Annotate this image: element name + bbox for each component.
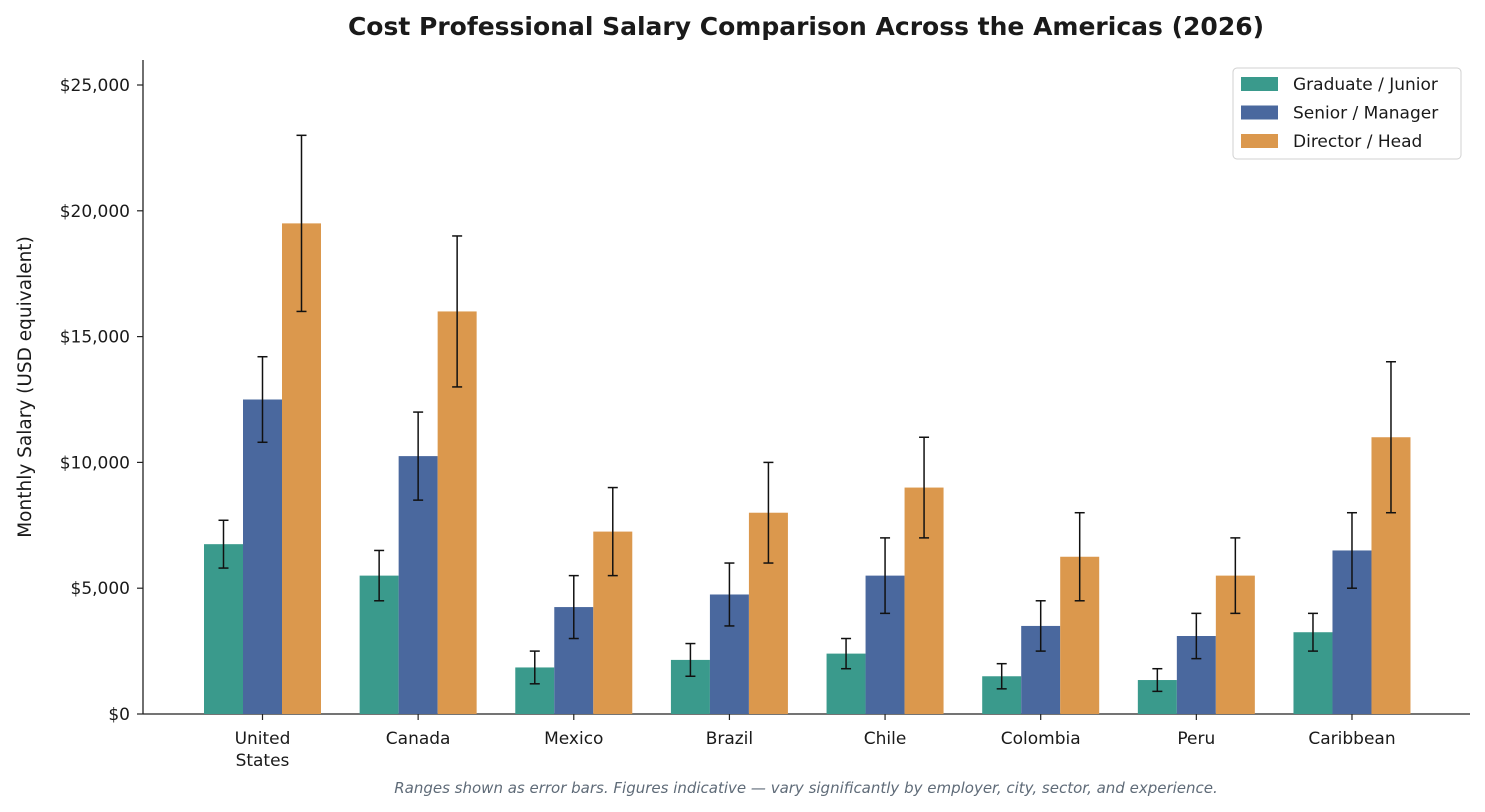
error-bar <box>880 537 891 615</box>
x-tick-label: Caribbean <box>1308 729 1395 749</box>
error-bar <box>296 134 307 313</box>
error-bar <box>763 461 774 564</box>
x-tick-label: Chile <box>864 729 907 749</box>
error-bar <box>607 486 618 577</box>
y-tick-label: $10,000 <box>60 453 130 473</box>
bar-graduate-junior-united-states <box>204 544 243 714</box>
error-bar <box>1152 667 1163 693</box>
error-bar <box>374 549 385 602</box>
legend-box <box>1232 67 1462 160</box>
legend-label: Director / Head <box>1293 132 1422 152</box>
error-bar <box>1035 600 1046 652</box>
error-bar <box>218 519 229 569</box>
error-bar <box>841 637 852 670</box>
x-tick-label: Peru <box>1177 729 1215 749</box>
legend-swatch <box>1241 77 1278 91</box>
error-bar <box>1191 612 1202 660</box>
error-bar <box>685 642 696 678</box>
y-tick-label: $0 <box>108 705 130 725</box>
y-tick-label: $20,000 <box>60 202 130 222</box>
error-bar <box>1307 612 1318 652</box>
legend-swatch <box>1241 105 1278 120</box>
x-tick-label: Mexico <box>544 729 603 749</box>
bar-senior-manager-united-states <box>243 399 282 714</box>
error-bar <box>919 436 930 539</box>
error-bar <box>1385 361 1396 514</box>
legend-label: Graduate / Junior <box>1293 75 1438 95</box>
error-bar <box>1230 537 1241 615</box>
error-bar <box>568 574 579 640</box>
legend-swatch <box>1241 134 1278 148</box>
error-bar <box>257 355 268 444</box>
error-bar <box>413 411 424 501</box>
y-tick-label: $15,000 <box>60 328 130 348</box>
error-bar <box>996 662 1007 690</box>
error-bar <box>1346 511 1357 589</box>
y-axis-label: Monthly Salary (USD equivalent) <box>15 236 36 538</box>
y-tick-label: $25,000 <box>60 76 130 96</box>
chart-title: Cost Professional Salary Comparison Acro… <box>348 12 1264 41</box>
y-tick-label: $5,000 <box>71 579 130 599</box>
x-tick-label: Canada <box>386 729 451 749</box>
chart-footnote: Ranges shown as error bars. Figures indi… <box>394 779 1218 797</box>
x-tick-label: Colombia <box>1001 729 1081 749</box>
error-bar <box>529 650 540 685</box>
error-bar <box>452 235 463 388</box>
legend: Graduate / Junior Senior / Manager Directo… <box>1232 67 1462 160</box>
x-tick-label: Brazil <box>706 729 753 749</box>
legend-label: Senior / Manager <box>1293 104 1438 124</box>
error-bar <box>724 562 735 627</box>
error-bar <box>1074 511 1085 602</box>
x-tick-label: United States <box>235 729 291 771</box>
plot-area: $0 $5,000 $10,000 $15,000 $20,000 $25,000 Unit… <box>60 60 1470 771</box>
